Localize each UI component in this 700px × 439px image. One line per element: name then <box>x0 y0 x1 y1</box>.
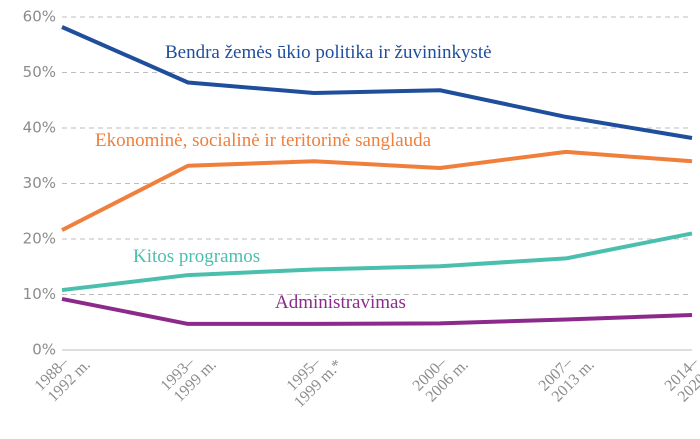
x-tick-label: 1995–1999 m.* <box>284 354 346 412</box>
x-tick-label: 2014–2020 m. <box>662 354 700 406</box>
y-tick-label: 20% <box>23 230 56 248</box>
y-tick-label: 60% <box>23 8 56 26</box>
series-label: Ekonominė, socialinė ir teritorinė sangl… <box>95 130 432 151</box>
y-tick-label: 30% <box>23 174 56 192</box>
y-tick-label: 0% <box>32 341 56 359</box>
series-line <box>61 25 693 140</box>
series-label: Kitos programos <box>133 246 260 267</box>
x-tick-label: 2000–2006 m. <box>410 354 472 406</box>
series-line <box>61 231 693 293</box>
y-tick-label: 50% <box>23 63 56 81</box>
series-label: Bendra žemės ūkio politika ir žuvininkys… <box>165 42 492 63</box>
series-label: Administravimas <box>275 292 406 313</box>
y-tick-label: 10% <box>23 285 56 303</box>
x-tick-label: 2007–2013 m. <box>536 354 598 406</box>
x-tick-label: 1993–1999 m. <box>158 354 220 406</box>
series-line <box>61 149 693 232</box>
series-line <box>61 296 693 326</box>
y-tick-label: 40% <box>23 119 56 137</box>
